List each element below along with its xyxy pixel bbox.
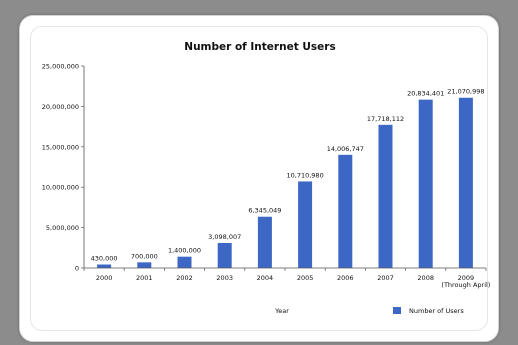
x-tick-label: 2000	[96, 274, 113, 282]
data-label-2007: 17,718,112	[367, 115, 404, 123]
bar-2006	[338, 154, 353, 268]
y-tick-label: 10,000,000	[42, 184, 79, 192]
y-tick-label: 20,000,000	[42, 103, 79, 111]
bar-chart: Number of Internet Users 0 5,000,000 10,00…	[42, 41, 491, 315]
bar-2005	[298, 181, 313, 268]
bars-group: 430,000 700,000 1,400,000 3,098,007 6,345,04…	[91, 88, 485, 269]
x-tick-sublabel: (Through April)	[441, 281, 490, 289]
bar-2004	[257, 216, 272, 268]
chart-title: Number of Internet Users	[184, 41, 335, 53]
bar-2009	[458, 97, 473, 268]
x-tick-label: 2005	[297, 274, 314, 282]
bar-2001	[137, 262, 152, 268]
x-tick-label: 2004	[257, 274, 274, 282]
data-label-2001: 700,000	[131, 252, 158, 260]
data-label-2003: 3,098,007	[208, 233, 241, 241]
x-tick-label: 2007	[377, 274, 394, 282]
x-tick-label: 2006	[337, 274, 354, 282]
x-axis-title: Year	[274, 307, 289, 315]
data-label-2004: 6,345,049	[248, 207, 281, 215]
bar-2007	[378, 124, 393, 269]
legend: Number of Users	[393, 307, 464, 315]
data-label-2005: 10,710,980	[286, 171, 323, 179]
legend-label: Number of Users	[409, 307, 464, 315]
x-axis: 2000 2001 2002 2003 2004 2005 2006 2007 2008 2009…	[83, 267, 490, 289]
bar-2002	[177, 256, 192, 268]
bar-2000	[97, 264, 112, 268]
bar-2008	[418, 99, 433, 268]
data-label-2009: 21,070,998	[447, 88, 484, 96]
x-tick-label: 2003	[216, 274, 233, 282]
legend-swatch	[393, 307, 401, 314]
y-tick-label: 5,000,000	[46, 224, 79, 232]
chart-card: Number of Internet Users 0 5,000,000 10,00…	[19, 15, 499, 342]
x-tick-label: 2009	[458, 274, 475, 282]
data-label-2006: 14,006,747	[327, 145, 364, 153]
data-label-2000: 430,000	[91, 255, 118, 263]
x-tick-label: 2008	[417, 274, 434, 282]
y-tick-label: 15,000,000	[42, 143, 79, 151]
data-label-2008: 20,834,401	[407, 90, 444, 98]
y-tick-label: 25,000,000	[42, 63, 79, 71]
bar-2003	[217, 242, 232, 268]
x-tick-label: 2001	[136, 274, 153, 282]
data-label-2002: 1,400,000	[168, 247, 201, 255]
y-axis: 0 5,000,000 10,000,000 15,000,000 20,000,000…	[42, 63, 85, 273]
chart-card-inner-border	[30, 26, 488, 331]
y-tick-label: 0	[75, 265, 79, 273]
x-tick-label: 2002	[176, 274, 193, 282]
